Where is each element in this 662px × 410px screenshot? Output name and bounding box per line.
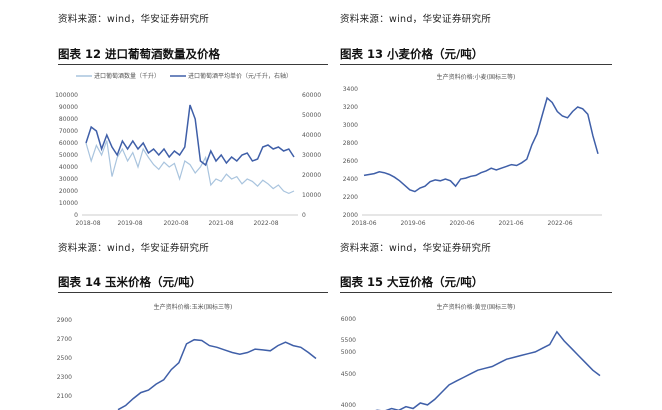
svg-text:10000: 10000 xyxy=(59,200,78,207)
svg-text:2022-06: 2022-06 xyxy=(547,220,572,227)
chart-wine-imports: 进口葡萄酒数量（千升） 进口葡萄酒平均单价（元/千升，右轴） 0 10000 2… xyxy=(55,68,328,233)
figure-prefix: 图表 xyxy=(58,47,81,61)
svg-text:2022-08: 2022-08 xyxy=(253,220,278,227)
y-axis: 2100 2300 2500 2700 2900 xyxy=(57,317,72,400)
svg-text:60000: 60000 xyxy=(59,140,78,147)
figure-prefix: 图表 xyxy=(340,275,363,289)
svg-text:30000: 30000 xyxy=(59,176,78,183)
svg-text:80000: 80000 xyxy=(59,116,78,123)
svg-text:2021-06: 2021-06 xyxy=(498,220,523,227)
source-note-mid-left: 资料来源：wind，华安证券研究所 xyxy=(58,243,210,254)
svg-text:2500: 2500 xyxy=(57,355,72,362)
series-price-line xyxy=(85,104,295,167)
figure-15-rule xyxy=(340,292,612,293)
chart-soybean-price: 生产资料价格:黄豆(国标三等) 4000 4500 5000 5500 6000 xyxy=(340,296,612,410)
svg-text:40000: 40000 xyxy=(59,164,78,171)
svg-text:2800: 2800 xyxy=(343,140,358,147)
svg-text:5000: 5000 xyxy=(341,349,356,356)
svg-text:3400: 3400 xyxy=(343,86,358,93)
svg-text:2100: 2100 xyxy=(57,393,72,400)
figure-number: 13 xyxy=(367,47,384,61)
y-axis: 2000 2200 2400 2600 2800 3000 3200 3400 xyxy=(343,86,358,219)
legend-price: 进口葡萄酒平均单价（元/千升，右轴） xyxy=(188,72,292,80)
chart-wheat-svg: 生产资料价格:小麦(国标三等) 2000 2200 2400 2600 2800… xyxy=(343,73,602,227)
figure-number: 12 xyxy=(85,47,102,61)
svg-text:70000: 70000 xyxy=(59,128,78,135)
figure-label: 玉米价格（元/吨） xyxy=(105,275,202,289)
svg-text:2400: 2400 xyxy=(343,176,358,183)
svg-text:2019-08: 2019-08 xyxy=(117,220,142,227)
svg-text:3000: 3000 xyxy=(343,122,358,129)
svg-text:6000: 6000 xyxy=(341,316,356,323)
svg-text:30000: 30000 xyxy=(302,152,321,159)
svg-text:2900: 2900 xyxy=(57,317,72,324)
chart-corn-price: 生产资料价格:玉米(国标三等) 2100 2300 2500 2700 2900 xyxy=(57,296,328,410)
x-axis: 2018-06 2019-06 2020-06 2021-06 2022-06 xyxy=(351,220,572,227)
chart-subtitle: 生产资料价格:小麦(国标三等) xyxy=(437,73,516,81)
figure-prefix: 图表 xyxy=(58,275,81,289)
svg-text:10000: 10000 xyxy=(302,192,321,199)
svg-text:90000: 90000 xyxy=(59,104,78,111)
chart-subtitle: 生产资料价格:黄豆(国标三等) xyxy=(437,303,516,311)
source-note-top-left: 资料来源：wind，华安证券研究所 xyxy=(58,14,210,25)
figure-14-title: 图表 14 玉米价格（元/吨） xyxy=(58,274,201,290)
svg-text:50000: 50000 xyxy=(59,152,78,159)
chart-corn-svg: 生产资料价格:玉米(国标三等) 2100 2300 2500 2700 2900 xyxy=(57,303,317,410)
source-note-top-right: 资料来源：wind，华安证券研究所 xyxy=(340,14,492,25)
svg-text:60000: 60000 xyxy=(302,92,321,99)
series-corn-line xyxy=(117,338,317,410)
svg-text:100000: 100000 xyxy=(55,92,78,99)
svg-text:2021-08: 2021-08 xyxy=(208,220,233,227)
figure-13-title: 图表 13 小麦价格（元/吨） xyxy=(340,46,483,62)
series-quantity-line xyxy=(85,140,295,195)
svg-text:2600: 2600 xyxy=(343,158,358,165)
figure-number: 14 xyxy=(85,275,102,289)
svg-text:40000: 40000 xyxy=(302,132,321,139)
svg-text:4500: 4500 xyxy=(341,371,356,378)
figure-15-title: 图表 15 大豆价格（元/吨） xyxy=(340,274,483,290)
svg-text:5500: 5500 xyxy=(341,337,356,344)
svg-text:50000: 50000 xyxy=(302,112,321,119)
figure-12-rule xyxy=(58,64,328,65)
svg-text:2700: 2700 xyxy=(57,336,72,343)
x-axis: 2018-08 2019-08 2020-08 2021-08 2022-08 xyxy=(75,220,278,227)
svg-text:20000: 20000 xyxy=(302,172,321,179)
series-wheat-line xyxy=(363,96,599,193)
chart-wine-imports-svg: 进口葡萄酒数量（千升） 进口葡萄酒平均单价（元/千升，右轴） 0 10000 2… xyxy=(55,72,321,227)
figure-prefix: 图表 xyxy=(340,47,363,61)
svg-text:2018-08: 2018-08 xyxy=(75,220,100,227)
svg-text:4000: 4000 xyxy=(341,402,356,409)
svg-text:3200: 3200 xyxy=(343,104,358,111)
svg-text:2000: 2000 xyxy=(343,212,358,219)
figure-14-rule xyxy=(58,292,328,293)
y-axis-right: 0 10000 20000 30000 40000 50000 60000 xyxy=(302,92,321,219)
chart-soybean-svg: 生产资料价格:黄豆(国标三等) 4000 4500 5000 5500 6000 xyxy=(341,303,601,410)
y-axis: 4000 4500 5000 5500 6000 xyxy=(341,316,356,409)
svg-text:20000: 20000 xyxy=(59,188,78,195)
chart-wheat-price: 生产资料价格:小麦(国标三等) 2000 2200 2400 2600 2800… xyxy=(340,68,612,233)
svg-text:2020-06: 2020-06 xyxy=(449,220,474,227)
figure-13-rule xyxy=(340,64,612,65)
svg-text:2300: 2300 xyxy=(57,374,72,381)
svg-text:2018-06: 2018-06 xyxy=(351,220,376,227)
y-axis-left: 0 10000 20000 30000 40000 50000 60000 70… xyxy=(55,92,78,219)
figure-number: 15 xyxy=(367,275,384,289)
svg-text:2019-06: 2019-06 xyxy=(400,220,425,227)
source-note-mid-right: 资料来源：wind，华安证券研究所 xyxy=(340,243,492,254)
legend-quantity: 进口葡萄酒数量（千升） xyxy=(94,72,160,80)
figure-label: 进口葡萄酒数量及价格 xyxy=(105,47,221,61)
figure-label: 大豆价格（元/吨） xyxy=(387,275,484,289)
svg-text:0: 0 xyxy=(74,212,78,219)
figure-12-title: 图表 12 进口葡萄酒数量及价格 xyxy=(58,46,220,62)
series-soybean-line xyxy=(375,330,601,410)
svg-text:2200: 2200 xyxy=(343,194,358,201)
figure-label: 小麦价格（元/吨） xyxy=(387,47,484,61)
chart-subtitle: 生产资料价格:玉米(国标三等) xyxy=(154,303,233,311)
svg-text:2020-08: 2020-08 xyxy=(163,220,188,227)
svg-text:0: 0 xyxy=(302,212,306,219)
